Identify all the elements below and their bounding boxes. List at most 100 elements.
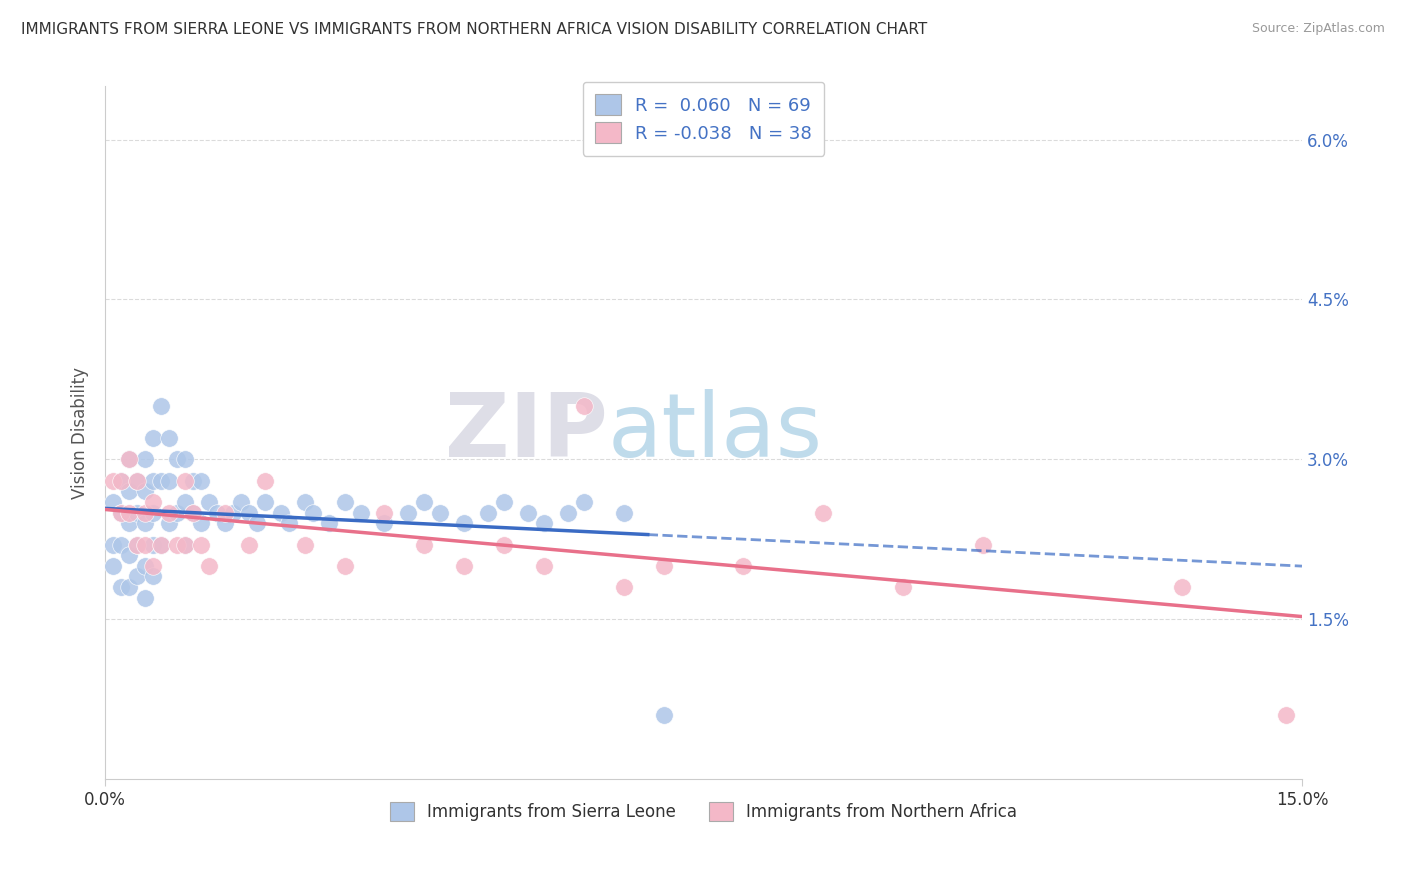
Point <box>190 537 212 551</box>
Point <box>373 516 395 531</box>
Point <box>652 558 675 573</box>
Point <box>142 558 165 573</box>
Point <box>453 516 475 531</box>
Point <box>157 516 180 531</box>
Point <box>1171 580 1194 594</box>
Text: atlas: atlas <box>607 389 823 476</box>
Point <box>142 569 165 583</box>
Point <box>127 537 149 551</box>
Point <box>142 431 165 445</box>
Point <box>118 452 141 467</box>
Point <box>190 474 212 488</box>
Point <box>572 399 595 413</box>
Point <box>181 474 204 488</box>
Point <box>477 506 499 520</box>
Point <box>733 558 755 573</box>
Point <box>118 452 141 467</box>
Point <box>118 484 141 499</box>
Point <box>246 516 269 531</box>
Point <box>1275 708 1298 723</box>
Point <box>174 452 197 467</box>
Point <box>110 580 132 594</box>
Point <box>174 495 197 509</box>
Point <box>613 580 636 594</box>
Point <box>190 516 212 531</box>
Point <box>127 474 149 488</box>
Point <box>103 474 125 488</box>
Point <box>253 495 276 509</box>
Point <box>166 452 188 467</box>
Point <box>373 506 395 520</box>
Point <box>150 537 173 551</box>
Point <box>127 506 149 520</box>
Point <box>174 537 197 551</box>
Point <box>110 506 132 520</box>
Point <box>222 506 245 520</box>
Point <box>166 537 188 551</box>
Point <box>333 558 356 573</box>
Point <box>150 399 173 413</box>
Point <box>301 506 323 520</box>
Point <box>134 591 156 605</box>
Point <box>127 537 149 551</box>
Point <box>127 569 149 583</box>
Point <box>413 537 436 551</box>
Point <box>166 506 188 520</box>
Point <box>103 558 125 573</box>
Point <box>613 506 636 520</box>
Point <box>134 537 156 551</box>
Point <box>494 495 516 509</box>
Point <box>238 537 260 551</box>
Text: ZIP: ZIP <box>446 389 607 476</box>
Point <box>429 506 451 520</box>
Point <box>110 474 132 488</box>
Point <box>294 537 316 551</box>
Point <box>157 474 180 488</box>
Point <box>396 506 419 520</box>
Point <box>198 558 221 573</box>
Point <box>118 548 141 562</box>
Point <box>118 506 141 520</box>
Point <box>174 474 197 488</box>
Point <box>333 495 356 509</box>
Point <box>134 558 156 573</box>
Y-axis label: Vision Disability: Vision Disability <box>72 367 89 499</box>
Point <box>413 495 436 509</box>
Point <box>110 537 132 551</box>
Point <box>533 558 555 573</box>
Point <box>205 506 228 520</box>
Point <box>142 537 165 551</box>
Point <box>134 506 156 520</box>
Point <box>494 537 516 551</box>
Point <box>142 474 165 488</box>
Point <box>318 516 340 531</box>
Point <box>238 506 260 520</box>
Point <box>652 708 675 723</box>
Point <box>557 506 579 520</box>
Point <box>572 495 595 509</box>
Point <box>157 431 180 445</box>
Point <box>134 516 156 531</box>
Point <box>972 537 994 551</box>
Point <box>110 474 132 488</box>
Point <box>118 516 141 531</box>
Point <box>157 506 180 520</box>
Text: Source: ZipAtlas.com: Source: ZipAtlas.com <box>1251 22 1385 36</box>
Point <box>181 506 204 520</box>
Point <box>517 506 540 520</box>
Point <box>181 506 204 520</box>
Point <box>150 537 173 551</box>
Point <box>127 474 149 488</box>
Legend: Immigrants from Sierra Leone, Immigrants from Northern Africa: Immigrants from Sierra Leone, Immigrants… <box>378 790 1029 833</box>
Point <box>891 580 914 594</box>
Point <box>134 452 156 467</box>
Point <box>294 495 316 509</box>
Point <box>453 558 475 573</box>
Point <box>277 516 299 531</box>
Point <box>214 516 236 531</box>
Point <box>229 495 252 509</box>
Point <box>214 506 236 520</box>
Point <box>270 506 292 520</box>
Point <box>349 506 371 520</box>
Point <box>103 537 125 551</box>
